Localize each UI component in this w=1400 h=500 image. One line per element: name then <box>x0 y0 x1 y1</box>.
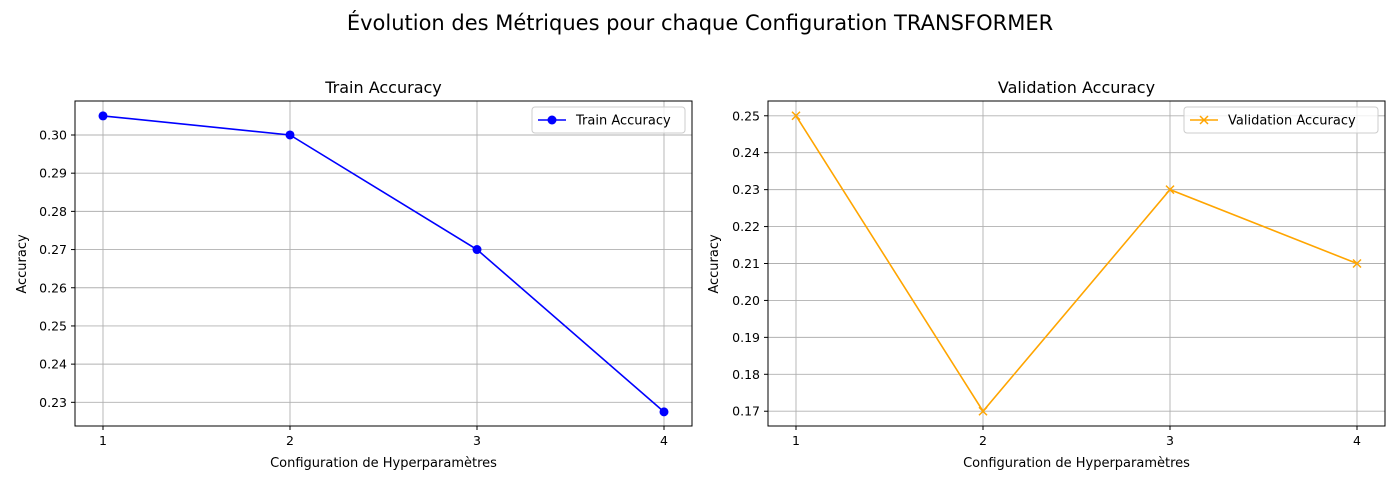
x-tick-label: 4 <box>660 433 668 448</box>
grid <box>75 101 692 426</box>
figure-title: Évolution des Métriques pour chaque Conf… <box>347 10 1053 35</box>
y-tick-label: 0.18 <box>732 367 760 382</box>
y-tick-label: 0.24 <box>732 145 760 160</box>
x-tick-label: 3 <box>1166 433 1174 448</box>
legend: Train Accuracy <box>531 106 686 134</box>
y-tick-label: 0.19 <box>732 330 760 345</box>
data-point <box>659 407 669 417</box>
train-accuracy-plot: Train Accuracy Configuration de Hyperpar… <box>15 78 693 471</box>
plot-title: Train Accuracy <box>324 78 442 97</box>
y-tick-label: 0.23 <box>39 395 67 410</box>
x-tick-label: 3 <box>473 433 481 448</box>
data-point <box>791 111 801 121</box>
legend-box <box>531 106 686 134</box>
x-axis-label: Configuration de Hyperparamètres <box>270 456 497 471</box>
y-tick-label: 0.29 <box>39 166 67 181</box>
legend-marker <box>1199 115 1209 125</box>
series-line <box>795 115 1358 413</box>
y-tick-label: 0.23 <box>732 182 760 197</box>
y-tick-label: 0.26 <box>39 280 67 295</box>
y-tick-label: 0.25 <box>39 318 67 333</box>
legend-label: Validation Accuracy <box>1228 114 1356 129</box>
y-tick-label: 0.27 <box>39 242 67 257</box>
plot-title: Validation Accuracy <box>998 78 1155 97</box>
x-tick-label: 2 <box>979 433 987 448</box>
y-tick-label: 0.24 <box>39 357 67 372</box>
data-point <box>285 130 295 140</box>
plot-frame <box>767 100 1386 427</box>
x-tick-label: 1 <box>99 433 107 448</box>
series-line <box>102 115 665 413</box>
legend-marker <box>547 115 557 125</box>
legend: Validation Accuracy <box>1183 106 1379 134</box>
x-tick-label: 4 <box>1353 433 1361 448</box>
y-tick-label: 0.20 <box>732 293 760 308</box>
x-tick-label: 1 <box>792 433 800 448</box>
plot-frame <box>74 100 693 427</box>
y-axis-label: Accuracy <box>15 234 30 294</box>
data-point <box>472 245 482 255</box>
y-tick-label: 0.25 <box>732 108 760 123</box>
y-tick-label: 0.28 <box>39 204 67 219</box>
validation-accuracy-plot: Validation Accuracy Configuration de Hyp… <box>707 78 1386 471</box>
y-axis-label: Accuracy <box>707 234 722 294</box>
x-axis-label: Configuration de Hyperparamètres <box>963 456 1190 471</box>
data-point <box>1165 185 1175 195</box>
data-point <box>98 111 108 121</box>
grid <box>768 101 1385 426</box>
legend-label: Train Accuracy <box>575 114 671 129</box>
y-tick-label: 0.17 <box>732 404 760 419</box>
legend-box <box>1183 106 1379 134</box>
x-tick-label: 2 <box>286 433 294 448</box>
y-tick-label: 0.30 <box>39 127 67 142</box>
data-point <box>1352 258 1362 269</box>
y-tick-label: 0.21 <box>732 256 760 271</box>
data-point <box>978 406 988 416</box>
y-tick-label: 0.22 <box>732 219 760 234</box>
